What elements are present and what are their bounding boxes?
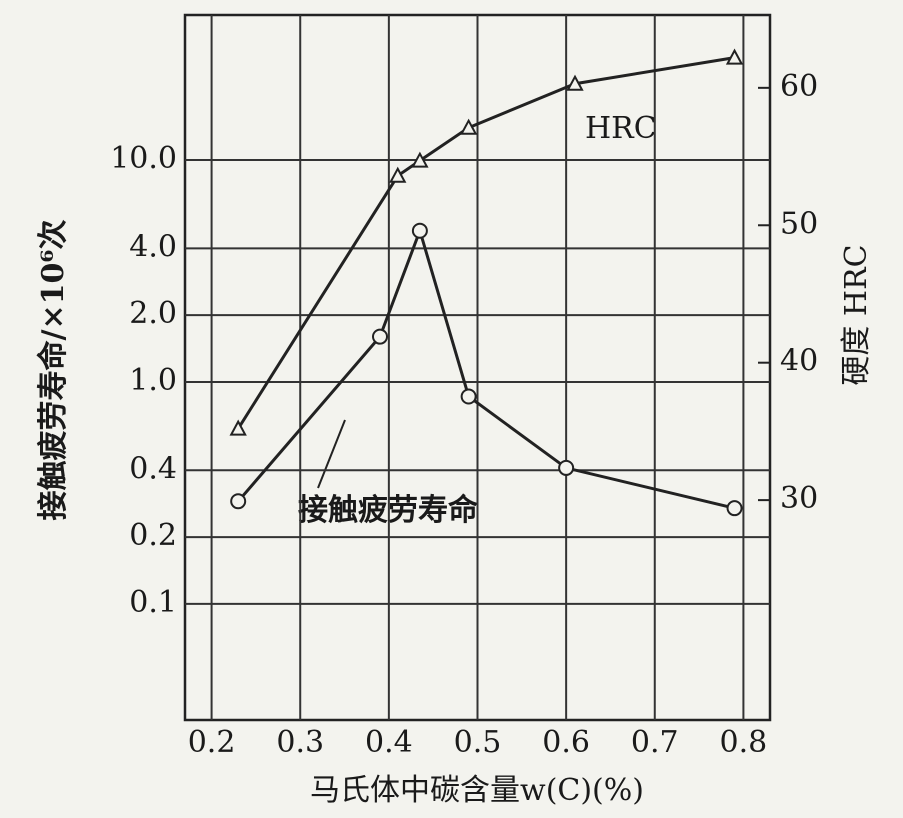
x-tick-label: 0.2 [188, 725, 236, 760]
x-tick-label: 0.4 [365, 725, 413, 760]
marker [566, 74, 584, 91]
x-tick-label: 0.3 [276, 725, 324, 760]
y-tick-label: 10.0 [110, 141, 177, 176]
marker [411, 222, 428, 239]
y-tick-label: 0.4 [129, 451, 177, 486]
y-tick-label: 1.0 [129, 363, 177, 398]
x-tick-label: 0.7 [631, 725, 679, 760]
leader-line [317, 419, 346, 489]
marker [230, 493, 247, 510]
x-axis-label: 马氏体中碳含量w(C)(%) [310, 773, 644, 808]
marker [411, 151, 429, 168]
marker [459, 118, 478, 135]
marker [460, 388, 477, 405]
y-axis-label: 接触疲劳寿命/×10⁶次 [36, 220, 71, 521]
y-tick-label: 0.2 [129, 518, 177, 553]
y-tick-label: 0.1 [129, 585, 177, 620]
marker [726, 500, 743, 517]
marker [558, 459, 575, 476]
y2-tick-label: 50 [780, 206, 818, 241]
annotation: HRC [585, 111, 657, 146]
x-tick-label: 0.6 [542, 725, 590, 760]
x-tick-label: 0.8 [720, 725, 768, 760]
marker [372, 328, 388, 345]
marker [389, 166, 407, 183]
y-tick-label: 4.0 [129, 229, 177, 264]
y2-tick-label: 60 [780, 69, 818, 104]
y2-axis-label: 硬度 HRC [839, 244, 874, 385]
x-tick-label: 0.5 [454, 725, 502, 760]
series-line [236, 56, 735, 430]
marker [725, 48, 744, 65]
y2-tick-label: 40 [780, 344, 818, 379]
series-line [237, 226, 735, 510]
y-tick-label: 2.0 [129, 296, 177, 331]
y2-tick-label: 30 [780, 481, 818, 516]
marker [229, 419, 247, 436]
